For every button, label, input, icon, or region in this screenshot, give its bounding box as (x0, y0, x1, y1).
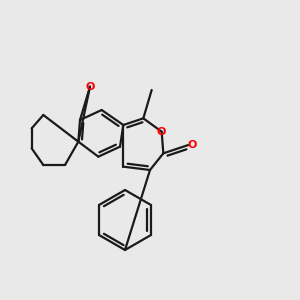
Text: O: O (85, 82, 95, 92)
Text: O: O (157, 127, 166, 137)
Text: O: O (188, 140, 197, 150)
